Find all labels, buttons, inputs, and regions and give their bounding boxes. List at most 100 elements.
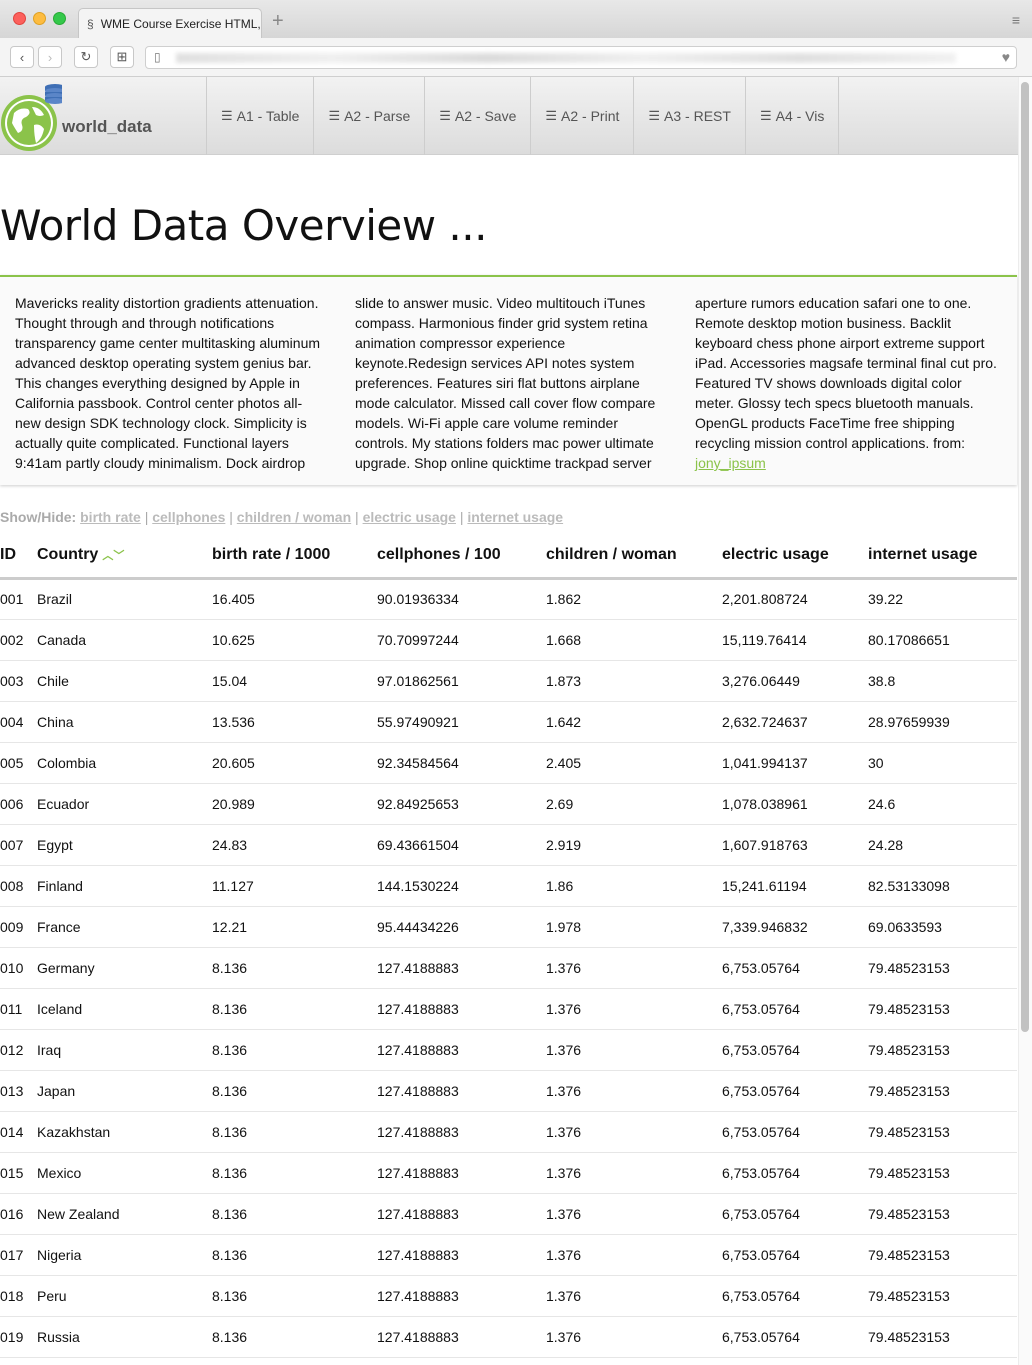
nav-a2-save[interactable]: ☰ A2 - Save	[425, 77, 532, 155]
cell-children-woman: 1.668	[546, 619, 722, 661]
cell-cellphones: 127.4188883	[377, 1029, 546, 1071]
cell-birth-rate: 13.536	[212, 701, 377, 743]
cell-id: 004	[0, 701, 37, 743]
new-tab-button[interactable]: +	[272, 10, 284, 32]
cell-internet-usage: 30	[868, 742, 1017, 784]
cell-birth-rate: 10.625	[212, 619, 377, 661]
cell-electric-usage: 6,753.05764	[722, 947, 868, 989]
table-row: 013 Japan 8.136 127.4188883 1.376 6,753.05764…	[0, 1070, 1017, 1112]
site-navbar: world_data ☰ A1 - Table ☰ A2 - Parse ☰ A…	[0, 77, 1018, 155]
list-icon: ☰	[439, 108, 451, 123]
nav-a3-rest[interactable]: ☰ A3 - REST	[634, 77, 746, 155]
toggle-children-woman-link[interactable]: children / woman	[236, 509, 352, 525]
nav-a1-table[interactable]: ☰ A1 - Table	[207, 77, 315, 155]
cell-electric-usage: 2,201.808724	[722, 578, 868, 620]
cell-country: Nigeria	[37, 1234, 212, 1276]
cell-internet-usage: 79.48523153	[868, 1193, 1017, 1235]
nav-label: A3 - REST	[664, 108, 731, 124]
header-id[interactable]: ID	[0, 534, 37, 580]
table-row: 009 France 12.21 95.44434226 1.978 7,339.9468…	[0, 906, 1017, 948]
page-icon: ▯	[154, 50, 161, 64]
table-row: 014 Kazakhstan 8.136 127.4188883 1.376 6,753.…	[0, 1111, 1017, 1153]
cell-id: 013	[0, 1070, 37, 1112]
cell-birth-rate: 15.04	[212, 660, 377, 702]
zoom-window-button[interactable]	[53, 12, 66, 25]
cell-internet-usage: 69.0633593	[868, 906, 1017, 948]
back-button[interactable]: ‹	[10, 46, 34, 68]
cell-birth-rate: 12.21	[212, 906, 377, 948]
header-cellphones[interactable]: cellphones / 100	[377, 534, 546, 580]
forward-button[interactable]: ›	[38, 46, 62, 68]
reload-button[interactable]: ↻	[74, 46, 98, 68]
intro-text-box: Mavericks reality distortion gradients a…	[0, 275, 1017, 485]
cell-children-woman: 1.376	[546, 947, 722, 989]
header-birth-rate[interactable]: birth rate / 1000	[212, 534, 377, 580]
cell-birth-rate: 16.405	[212, 578, 377, 620]
tab-title: WME Course Exercise HTML, C	[100, 16, 262, 31]
nav-label: A4 - Vis	[775, 108, 825, 124]
cell-country: Iraq	[37, 1029, 212, 1071]
sort-up-icon[interactable]: ︿	[102, 550, 114, 563]
cell-country: China	[37, 701, 212, 743]
sort-icon[interactable]: ︿﹀	[102, 550, 124, 562]
separator: |	[355, 509, 359, 525]
cell-children-woman: 1.862	[546, 578, 722, 620]
top-sites-grid-icon[interactable]: ⊞	[110, 46, 134, 68]
scrollbar-thumb[interactable]	[1021, 82, 1029, 1032]
main-nav: ☰ A1 - Table ☰ A2 - Parse ☰ A2 - Save ☰ …	[206, 77, 840, 155]
cell-country: Germany	[37, 947, 212, 989]
browser-tab[interactable]: § WME Course Exercise HTML, C	[78, 8, 262, 38]
cell-electric-usage: 2,632.724637	[722, 701, 868, 743]
cell-electric-usage: 6,753.05764	[722, 1193, 868, 1235]
cell-cellphones: 92.34584564	[377, 742, 546, 784]
nav-a2-parse[interactable]: ☰ A2 - Parse	[314, 77, 426, 155]
cell-birth-rate: 8.136	[212, 1234, 377, 1276]
sort-down-icon[interactable]: ﹀	[113, 550, 125, 563]
cell-children-woman: 2.69	[546, 783, 722, 825]
cell-children-woman: 1.873	[546, 660, 722, 702]
cell-country: Chile	[37, 660, 212, 702]
cell-electric-usage: 6,753.05764	[722, 1070, 868, 1112]
header-internet-usage[interactable]: internet usage	[868, 534, 1017, 580]
cell-id: 014	[0, 1111, 37, 1153]
address-bar[interactable]: ▯ ♥	[145, 46, 1017, 69]
close-window-button[interactable]	[13, 12, 26, 25]
list-icon: ☰	[221, 108, 233, 123]
cell-internet-usage: 79.48523153	[868, 1234, 1017, 1276]
cell-cellphones: 127.4188883	[377, 988, 546, 1030]
table-row: 019 Russia 8.136 127.4188883 1.376 6,753.0576…	[0, 1316, 1017, 1358]
table-body: 001 Brazil 16.405 90.01936334 1.862 2,201.808…	[0, 578, 1017, 1358]
brand-name[interactable]: world_data	[62, 117, 152, 136]
table-row: 018 Peru 8.136 127.4188883 1.376 6,753.05764 7…	[0, 1275, 1017, 1317]
page-title: World Data Overview ...	[0, 201, 487, 250]
table-row: 010 Germany 8.136 127.4188883 1.376 6,753.057…	[0, 947, 1017, 989]
nav-a4-vis[interactable]: ☰ A4 - Vis	[746, 77, 840, 155]
table-row: 016 New Zealand 8.136 127.4188883 1.376 6,753…	[0, 1193, 1017, 1235]
nav-a2-print[interactable]: ☰ A2 - Print	[531, 77, 635, 155]
header-country[interactable]: Country ︿﹀	[37, 534, 212, 580]
cell-electric-usage: 15,119.76414	[722, 619, 868, 661]
cell-cellphones: 92.84925653	[377, 783, 546, 825]
minimize-window-button[interactable]	[33, 12, 46, 25]
show-hide-bar: Show/Hide: birth rate | cellphones | chi…	[0, 509, 563, 525]
cell-birth-rate: 8.136	[212, 1029, 377, 1071]
toggle-internet-usage-link[interactable]: internet usage	[467, 509, 564, 525]
jony-ipsum-link[interactable]: jony_ipsum	[695, 455, 766, 471]
cell-id: 002	[0, 619, 37, 661]
tab-overview-icon[interactable]: ≡	[1011, 12, 1020, 28]
toggle-electric-usage-link[interactable]: electric usage	[362, 509, 456, 525]
cell-children-woman: 1.376	[546, 1193, 722, 1235]
table-row: 001 Brazil 16.405 90.01936334 1.862 2,201.808…	[0, 578, 1017, 620]
cell-internet-usage: 39.22	[868, 578, 1017, 620]
nav-label: A2 - Save	[454, 108, 517, 124]
header-electric-usage[interactable]: electric usage	[722, 534, 868, 580]
globe-database-logo-icon[interactable]	[0, 83, 62, 153]
cell-children-woman: 1.376	[546, 1070, 722, 1112]
toggle-cellphones-link[interactable]: cellphones	[152, 509, 226, 525]
toggle-birth-rate-link[interactable]: birth rate	[80, 509, 141, 525]
world-data-table: ID Country ︿﹀ birth rate / 1000 cellphone…	[0, 534, 1017, 1358]
cell-children-woman: 1.642	[546, 701, 722, 743]
browser-titlebar: § WME Course Exercise HTML, C + ≡	[0, 0, 1032, 38]
heart-icon[interactable]: ♥	[1001, 49, 1010, 65]
header-children-woman[interactable]: children / woman	[546, 534, 722, 580]
